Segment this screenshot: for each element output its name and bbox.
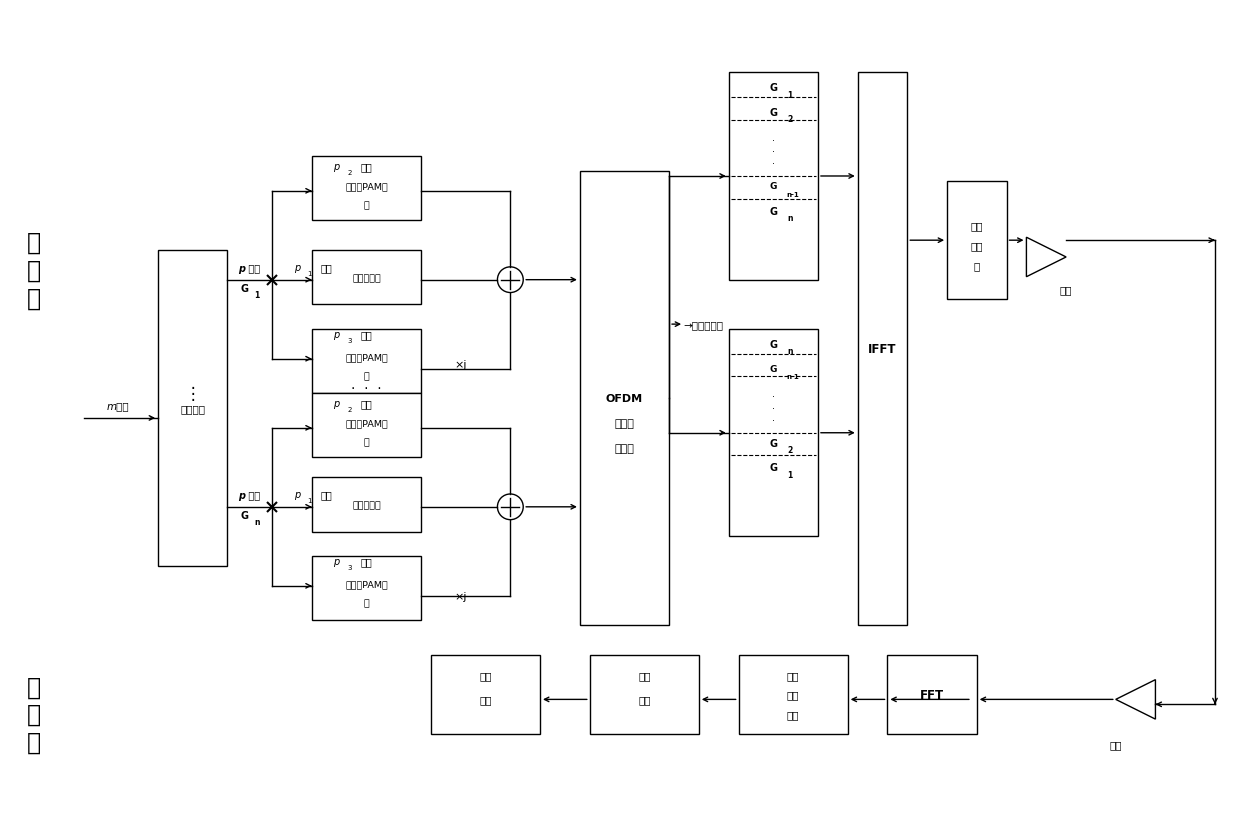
Text: 对称: 对称 <box>787 710 799 719</box>
Text: p: p <box>294 262 300 273</box>
Bar <box>312 557 421 620</box>
Bar <box>580 172 669 625</box>
Text: 发射: 发射 <box>1059 285 1073 295</box>
Text: 单极性PAM调: 单极性PAM调 <box>344 418 388 428</box>
Text: IFFT: IFFT <box>869 343 897 356</box>
Text: p 比特: p 比特 <box>238 490 260 500</box>
Text: ·
·
·: · · · <box>772 392 774 425</box>
Text: 2: 2 <box>347 407 352 413</box>
Bar <box>431 655 540 734</box>
Text: n-1: n-1 <box>787 374 799 380</box>
Text: 流偏: 流偏 <box>970 241 983 251</box>
Text: 1: 1 <box>307 497 312 504</box>
Text: G: G <box>769 182 777 191</box>
Text: 制: 制 <box>363 201 369 210</box>
Bar <box>312 330 421 394</box>
Text: G: G <box>769 438 777 448</box>
Text: 接
收
端: 接 收 端 <box>27 675 41 754</box>
Text: 单极性PAM调: 单极性PAM调 <box>344 182 388 191</box>
Text: 制: 制 <box>363 371 369 380</box>
Text: 单极性PAM调: 单极性PAM调 <box>344 353 388 361</box>
Text: 恢复: 恢复 <box>479 695 492 705</box>
Text: p: p <box>333 330 339 340</box>
Bar <box>312 478 421 532</box>
Bar <box>312 394 421 458</box>
Text: FFT: FFT <box>921 688 944 701</box>
Text: p 比特: p 比特 <box>238 264 260 274</box>
Text: ·
·
·: · · · <box>772 136 774 169</box>
Bar <box>729 74 818 280</box>
Text: 检测: 检测 <box>638 695 650 705</box>
Text: n: n <box>788 347 793 356</box>
Text: 1: 1 <box>788 471 793 479</box>
Text: p: p <box>333 399 339 409</box>
Bar <box>887 655 976 734</box>
Text: 发
射
端: 发 射 端 <box>27 231 41 310</box>
Text: 比特: 比特 <box>361 557 372 566</box>
Text: →厄密特对称: →厄密特对称 <box>684 320 724 330</box>
Text: G: G <box>769 365 777 374</box>
Bar <box>590 655 699 734</box>
Text: 比特: 比特 <box>321 490 332 500</box>
Text: 2: 2 <box>788 115 793 124</box>
Text: ×j: ×j <box>455 591 467 601</box>
Text: G: G <box>769 83 777 93</box>
Text: p: p <box>294 490 300 500</box>
Text: p: p <box>333 162 339 172</box>
Text: 载波选择器: 载波选择器 <box>352 274 380 283</box>
Bar <box>312 251 421 305</box>
Text: m比特: m比特 <box>107 400 130 410</box>
Text: 制: 制 <box>363 599 369 607</box>
Bar <box>947 182 1006 300</box>
Text: 生成器: 生成器 <box>615 443 634 453</box>
Text: 2: 2 <box>788 446 793 455</box>
Text: 比特: 比特 <box>361 162 372 172</box>
Text: 迫零: 迫零 <box>638 670 650 680</box>
Bar <box>857 74 907 625</box>
Text: G: G <box>769 463 777 473</box>
Text: G: G <box>769 108 777 117</box>
Text: ×j: ×j <box>455 359 467 369</box>
Text: 1: 1 <box>788 90 793 99</box>
Text: 2: 2 <box>347 170 352 176</box>
Text: n: n <box>788 213 793 222</box>
Text: 比特: 比特 <box>479 670 492 680</box>
Text: 3: 3 <box>347 564 352 571</box>
Text: 加直: 加直 <box>970 221 983 231</box>
Text: 去厄: 去厄 <box>787 670 799 680</box>
Text: 载波选择器: 载波选择器 <box>352 500 380 509</box>
Text: OFDM: OFDM <box>606 394 643 404</box>
Text: G: G <box>769 339 777 350</box>
Text: 置: 置 <box>974 261 980 270</box>
Bar <box>729 330 818 537</box>
Text: 数据块: 数据块 <box>615 418 634 428</box>
Text: p: p <box>333 557 339 566</box>
Text: 比特: 比特 <box>361 330 372 340</box>
Text: G: G <box>240 510 248 520</box>
Text: ·  ·  ·: · · · <box>351 382 382 396</box>
Text: 比特: 比特 <box>321 262 332 273</box>
Text: 1: 1 <box>307 270 312 276</box>
Text: G: G <box>240 283 248 294</box>
Bar <box>738 655 847 734</box>
Text: n-1: n-1 <box>787 192 799 198</box>
Text: 制: 制 <box>363 437 369 447</box>
Bar <box>312 157 421 221</box>
Text: 比特: 比特 <box>361 399 372 409</box>
Text: ⋮: ⋮ <box>185 385 201 403</box>
Text: G: G <box>769 206 777 217</box>
Text: n: n <box>254 518 260 527</box>
Text: 接收: 接收 <box>1109 739 1123 749</box>
Text: 1: 1 <box>255 290 260 299</box>
Bar <box>159 251 228 566</box>
Text: 密特: 密特 <box>787 690 799 700</box>
Text: 单极性PAM调: 单极性PAM调 <box>344 580 388 589</box>
Text: 3: 3 <box>347 337 352 343</box>
Text: 比特分组: 比特分组 <box>180 404 206 414</box>
